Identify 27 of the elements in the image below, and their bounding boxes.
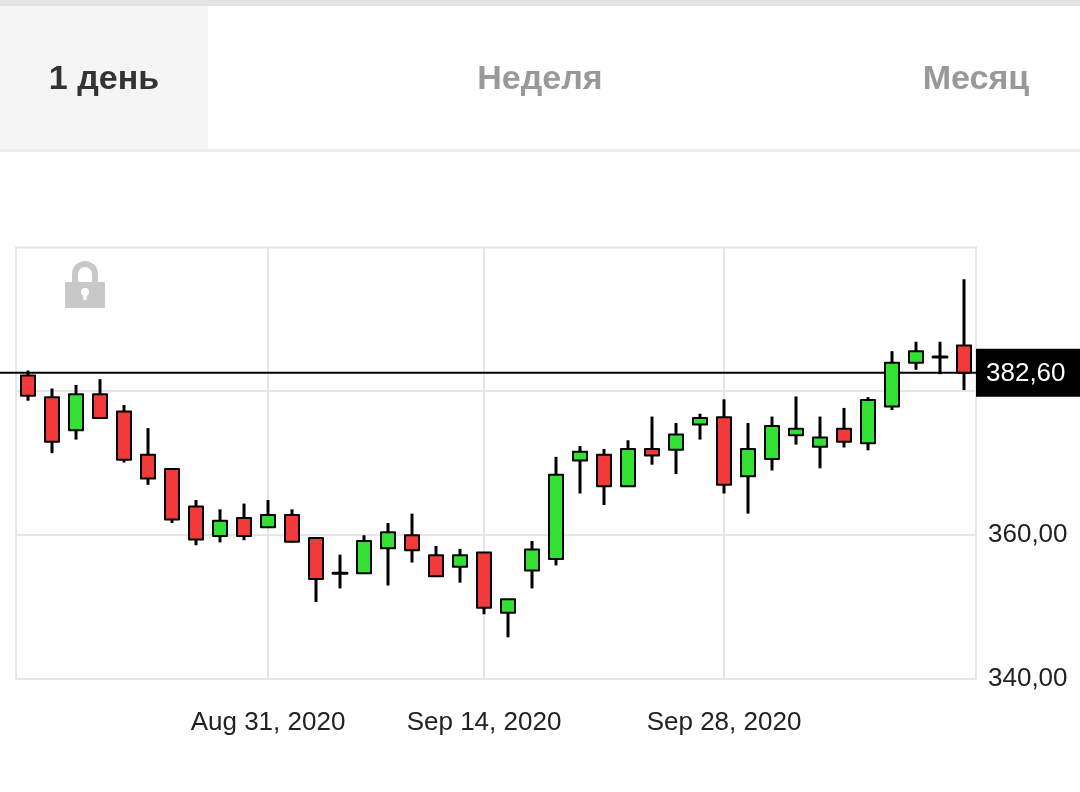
candlestick <box>404 513 421 563</box>
candlestick <box>428 545 445 578</box>
candlestick <box>836 406 852 448</box>
candlestick <box>452 547 469 583</box>
candlestick <box>500 598 517 638</box>
ref-line-label: 382,60 <box>986 356 1066 387</box>
candlestick <box>380 522 397 586</box>
x-tick-label: Aug 31, 2020 <box>190 705 346 736</box>
candlestick <box>572 446 589 494</box>
candlestick <box>236 503 253 542</box>
y-tick-label: 340,00 <box>988 662 1068 693</box>
x-tick-label: Sep 14, 2020 <box>406 705 562 736</box>
candlestick <box>92 379 109 419</box>
candlestick <box>212 509 229 543</box>
candlestick <box>644 416 660 465</box>
candlestick <box>692 413 708 440</box>
candlestick <box>260 499 277 529</box>
x-tick-label: Sep 28, 2020 <box>646 705 802 736</box>
candlestick <box>788 396 804 445</box>
candlestick <box>812 416 828 469</box>
candlestick <box>140 428 157 485</box>
tab-bar: 1 день Неделя Месяц <box>0 0 1080 152</box>
candlestick <box>524 539 541 589</box>
y-tick-label: 360,00 <box>988 518 1068 549</box>
candlestick <box>908 340 924 370</box>
candlestick <box>331 554 349 589</box>
candlestick <box>668 423 684 476</box>
